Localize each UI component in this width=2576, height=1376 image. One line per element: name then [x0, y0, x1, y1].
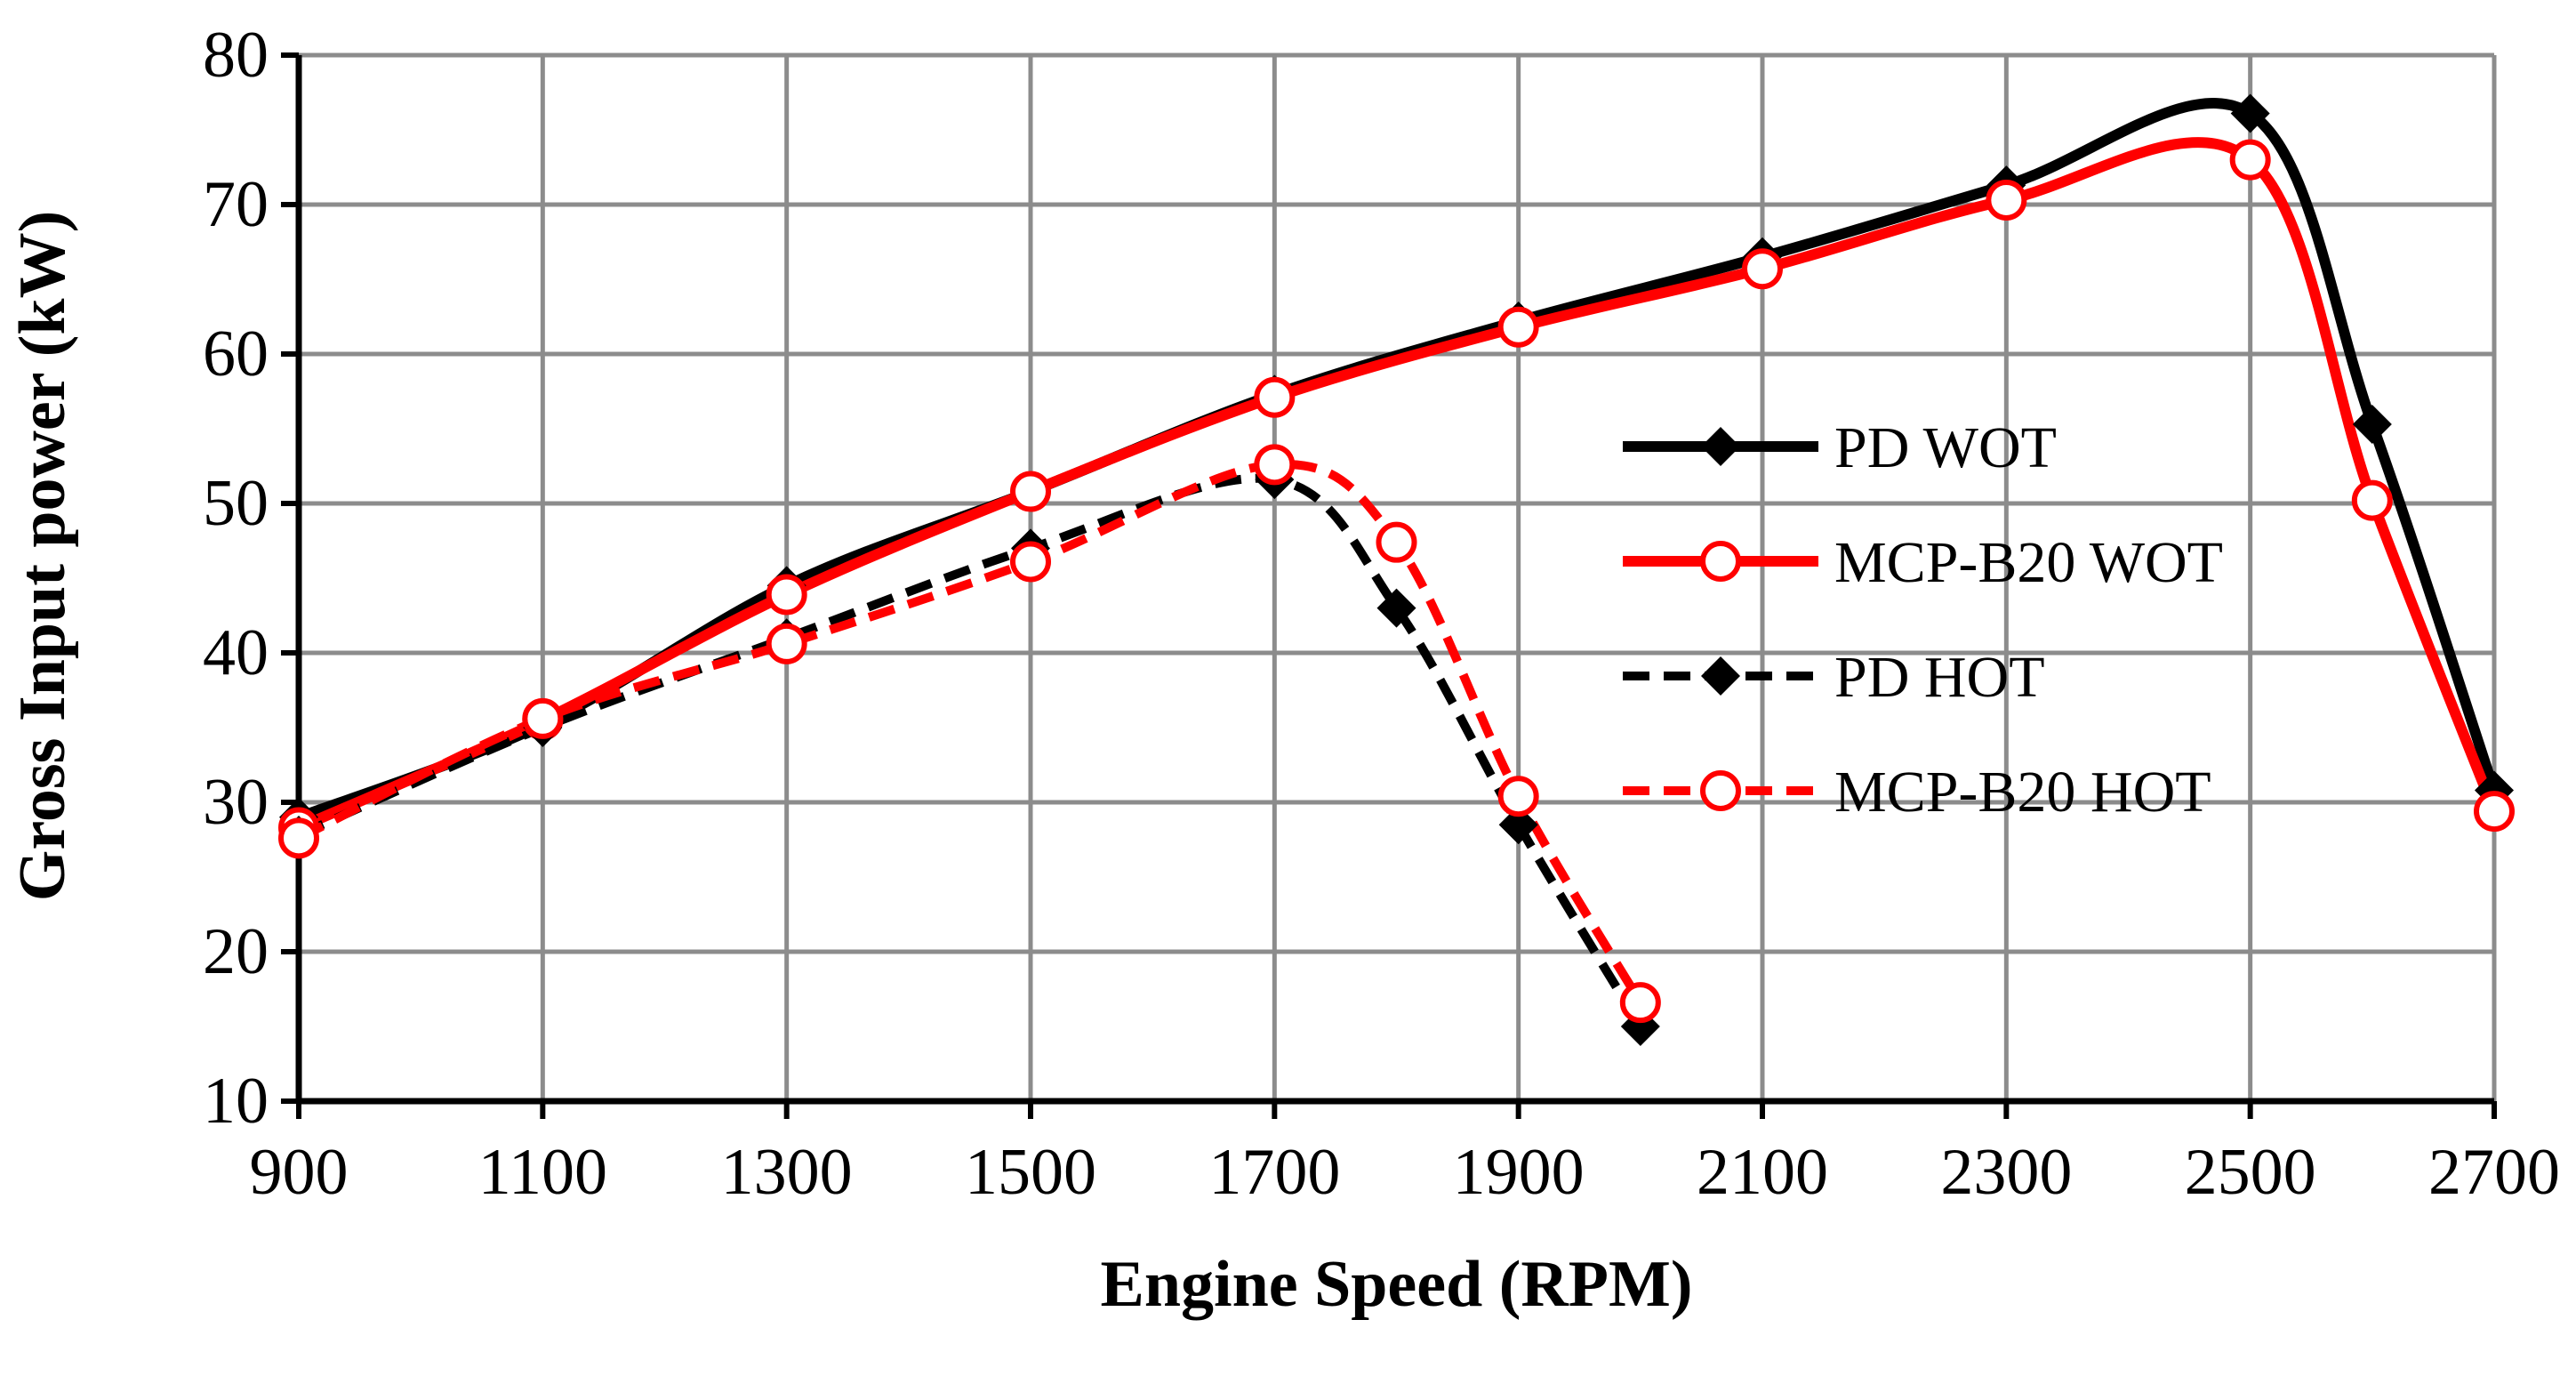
y-tick-label: 40: [203, 616, 269, 689]
data-point: [2230, 93, 2270, 133]
x-tick-label: 1500: [965, 1136, 1096, 1209]
data-point: [1497, 776, 1539, 817]
data-point: [1254, 444, 1296, 486]
y-tick-label: 70: [203, 168, 269, 241]
legend-marker: [1700, 541, 1741, 582]
legend-item: PD HOT: [1623, 645, 2045, 710]
x-tick-label: 1900: [1453, 1136, 1585, 1209]
data-point: [1498, 805, 1538, 845]
data-point: [1986, 179, 2027, 221]
legend-marker: [1701, 427, 1740, 466]
legend-marker: [1701, 656, 1740, 696]
y-tick-label: 60: [203, 318, 269, 390]
axes: [281, 52, 2497, 1119]
x-tick-label: 1700: [1208, 1136, 1340, 1209]
legend-item: MCP-B20 WOT: [1623, 530, 2223, 595]
data-point: [278, 817, 319, 859]
data-point: [1742, 248, 1783, 290]
data-point: [1376, 588, 1416, 628]
tick-labels: 10 20 30 40 50 60 70 80 900 1100 1300 1500 1700 1900 2…: [203, 19, 2560, 1209]
data-point: [766, 623, 807, 664]
y-tick-label: 30: [203, 766, 269, 839]
x-tick-label: 2100: [1697, 1136, 1828, 1209]
x-tick-label: 900: [250, 1136, 349, 1209]
x-tick-label: 1300: [721, 1136, 853, 1209]
data-point: [1619, 982, 1661, 1024]
data-point: [1376, 521, 1417, 563]
legend-item: PD WOT: [1623, 415, 2057, 480]
data-point: [2474, 791, 2515, 833]
series-layer: [278, 93, 2515, 1046]
x-tick-label: 2700: [2428, 1136, 2560, 1209]
y-tick-label: 80: [203, 19, 269, 92]
data-point: [1010, 471, 1051, 512]
data-point: [1254, 376, 1296, 418]
x-axis-title: Engine Speed (RPM): [1101, 1248, 1693, 1321]
series-4-markers: [278, 444, 1661, 1024]
series-line: [296, 460, 1645, 1005]
legend-item: MCP-B20 HOT: [1623, 760, 2211, 825]
legend-marker: [1700, 770, 1741, 811]
y-tick-label: 10: [203, 1065, 269, 1138]
data-point: [1497, 306, 1539, 348]
x-tick-label: 1100: [478, 1136, 607, 1209]
y-tick-label: 50: [203, 467, 269, 540]
x-tick-label: 2500: [2185, 1136, 2316, 1209]
data-point: [2351, 479, 2393, 521]
data-point: [1010, 541, 1051, 583]
legend-label: MCP-B20 WOT: [1834, 530, 2223, 595]
series-line: [296, 98, 2500, 823]
series-4: [296, 460, 1645, 1005]
data-point: [766, 574, 807, 616]
data-point: [2229, 139, 2271, 181]
legend: PD WOT MCP-B20 WOT PD HOT MCP-B20 HOT: [1623, 415, 2223, 825]
legend-label: PD HOT: [1834, 645, 2045, 710]
y-tick-label: 20: [203, 915, 269, 988]
data-point: [522, 697, 564, 739]
y-axis-title: Gross Input power (kW): [6, 211, 79, 901]
legend-label: MCP-B20 HOT: [1834, 760, 2211, 825]
legend-label: PD WOT: [1834, 415, 2057, 480]
x-tick-label: 2300: [1940, 1136, 2072, 1209]
data-point: [2352, 404, 2392, 444]
series-1: [296, 98, 2500, 823]
